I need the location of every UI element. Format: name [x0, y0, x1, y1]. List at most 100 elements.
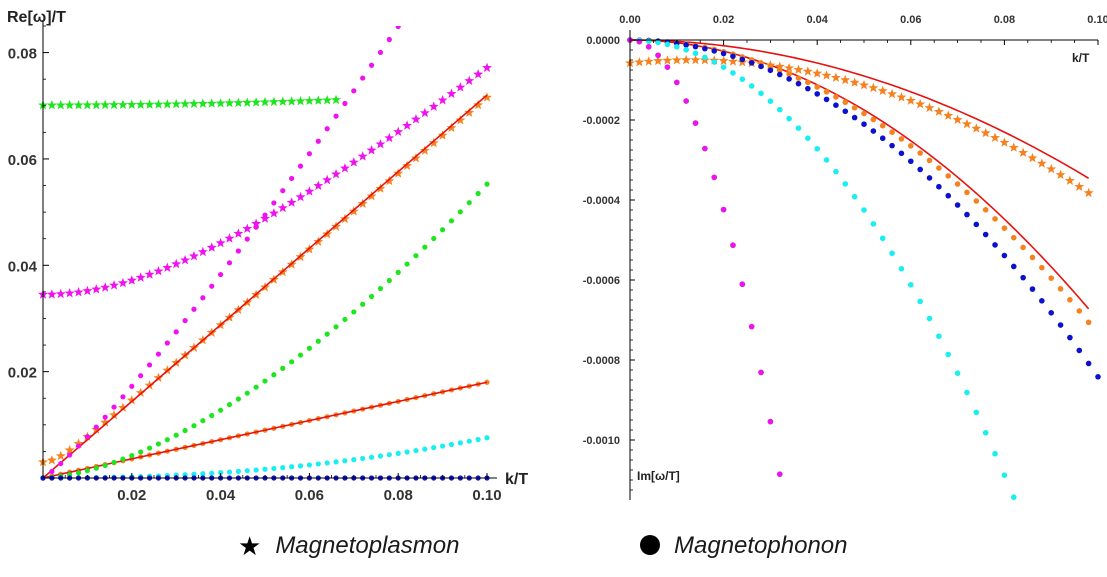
left-dot-point: [368, 454, 375, 460]
left-dot-point: [289, 464, 295, 470]
right-dot-point: [973, 221, 980, 228]
right-dot-point: [702, 45, 708, 52]
left-star-point: [286, 96, 297, 106]
left-dot-point: [484, 181, 490, 187]
left-dot-point: [129, 453, 135, 459]
right-star-point: [962, 118, 972, 129]
left-dot-point: [315, 138, 321, 144]
left-star-point: [224, 97, 235, 108]
right-star-point: [643, 56, 654, 66]
left-dot-point: [457, 209, 463, 215]
left-star-point: [55, 450, 66, 461]
right-y-tick-label: -0.0006: [583, 275, 620, 287]
right-dot-point: [739, 76, 746, 82]
left-star-point: [286, 197, 297, 207]
left-dot-point: [466, 438, 472, 444]
right-dot-point: [954, 370, 961, 377]
right-star-point: [690, 54, 701, 65]
right-dot-point: [898, 265, 905, 272]
left-star-point: [375, 139, 386, 149]
right-dot-point: [1076, 347, 1083, 354]
right-dot-point: [776, 71, 783, 78]
left-star-point: [437, 95, 448, 105]
left-dot-point: [200, 295, 206, 301]
right-x-axis-label: k/T: [1072, 51, 1090, 65]
left-dot-point: [289, 175, 295, 182]
right-dot-point: [767, 63, 774, 70]
right-star-point: [952, 114, 963, 124]
right-dot-point: [1020, 244, 1026, 251]
left-y-tick-label: 0.02: [8, 365, 37, 382]
right-dot-point: [795, 80, 802, 87]
left-dot-point: [226, 402, 233, 408]
right-series-red-line-1: [629, 39, 1090, 310]
right-dot-point: [870, 128, 877, 134]
left-star-point: [473, 99, 484, 110]
left-dot-point: [244, 390, 250, 396]
left-star-point: [411, 153, 421, 163]
right-dot-point: [851, 114, 858, 121]
right-star-point: [840, 74, 851, 85]
left-star-point: [393, 126, 404, 137]
right-dot-point: [1057, 286, 1064, 292]
left-star-point: [251, 97, 262, 107]
right-dot-point: [982, 429, 989, 436]
left-star-point: [482, 92, 492, 102]
left-dot-point: [280, 365, 286, 371]
right-dot-point: [748, 59, 755, 66]
right-dot-point: [645, 43, 652, 50]
left-star-point: [100, 417, 111, 427]
right-dot-point: [917, 150, 923, 156]
right-dot-point: [748, 323, 755, 330]
right-star-point: [868, 82, 879, 93]
left-dot-point: [377, 49, 384, 56]
right-dot-point: [1039, 264, 1045, 271]
left-star-point: [135, 272, 146, 282]
left-star-point: [180, 254, 191, 265]
left-star-point: [428, 101, 439, 111]
left-dot-point: [129, 383, 135, 389]
right-dot-point: [720, 206, 727, 213]
right-star-point: [774, 61, 785, 71]
right-dot-point: [870, 221, 877, 227]
left-star-point: [55, 100, 66, 110]
right-star-point: [662, 55, 673, 65]
left-dot-point: [377, 285, 384, 292]
right-dot-point: [739, 56, 746, 63]
left-star-point: [215, 98, 226, 108]
left-axes-layer: 0.02 0.04 0.06 0.08 0.10 0.02 0.04 0.06 0.08 Re[ω…: [7, 9, 528, 504]
right-dot-point: [645, 38, 652, 44]
right-series-magenta-dot-7: [627, 37, 783, 477]
right-dot-point: [833, 94, 839, 100]
left-star-point: [402, 160, 413, 171]
right-dot-point: [1057, 322, 1064, 328]
left-dot-point: [262, 378, 268, 384]
left-dot-point: [448, 218, 455, 224]
left-dot-point: [431, 445, 437, 451]
left-dot-point: [120, 394, 126, 400]
left-star-point: [339, 163, 350, 173]
right-dot-point: [861, 110, 867, 117]
right-dot-point: [908, 158, 914, 165]
right-dot-point: [1067, 334, 1073, 341]
left-star-point: [117, 402, 128, 412]
left-star-point: [366, 145, 377, 155]
left-x-tick-label: 0.06: [295, 487, 324, 504]
right-dot-point: [767, 418, 774, 425]
left-dot-point: [440, 443, 446, 449]
right-dot-point: [1010, 494, 1017, 501]
right-dot-point: [692, 120, 699, 126]
left-star-point: [224, 233, 235, 243]
left-series-magenta-star-1: [38, 62, 492, 299]
left-star-point: [153, 99, 164, 109]
left-dot-point: [182, 427, 188, 434]
left-dot-point: [75, 470, 82, 476]
right-dot-point: [814, 84, 820, 90]
left-dot-point: [413, 253, 419, 259]
left-star-point: [348, 157, 359, 167]
left-dot-point: [289, 359, 295, 365]
right-dot-point: [879, 122, 886, 129]
right-dot-point: [730, 70, 736, 76]
right-star-point: [1074, 181, 1085, 191]
right-dot-point: [945, 173, 952, 179]
